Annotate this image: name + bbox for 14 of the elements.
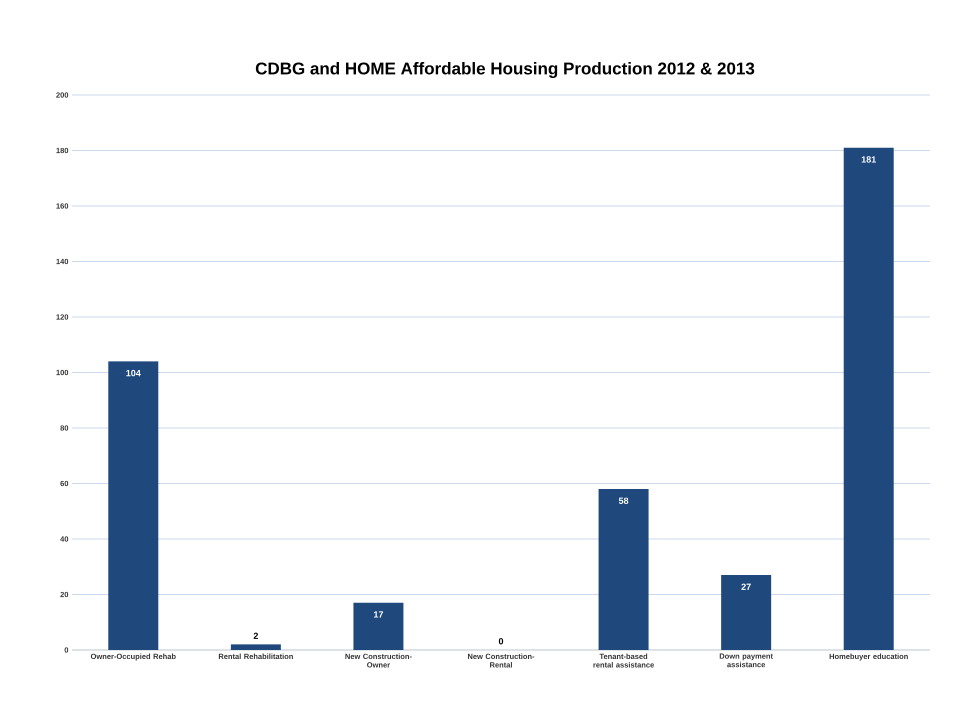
chart-title: CDBG and HOME Affordable Housing Production 2012 & 2013 xyxy=(256,62,754,78)
data-label: 181 xyxy=(862,156,876,163)
data-label: 0 xyxy=(498,638,504,644)
data-label: 27 xyxy=(741,584,751,590)
bar xyxy=(108,361,158,650)
bar xyxy=(230,644,281,650)
bar xyxy=(598,489,649,650)
bar xyxy=(844,148,894,650)
data-label: 17 xyxy=(374,611,384,618)
data-label: 58 xyxy=(618,498,628,504)
bar xyxy=(721,575,772,650)
data-label: 104 xyxy=(126,370,141,376)
bar xyxy=(353,602,404,650)
data-label: 2 xyxy=(254,632,258,639)
